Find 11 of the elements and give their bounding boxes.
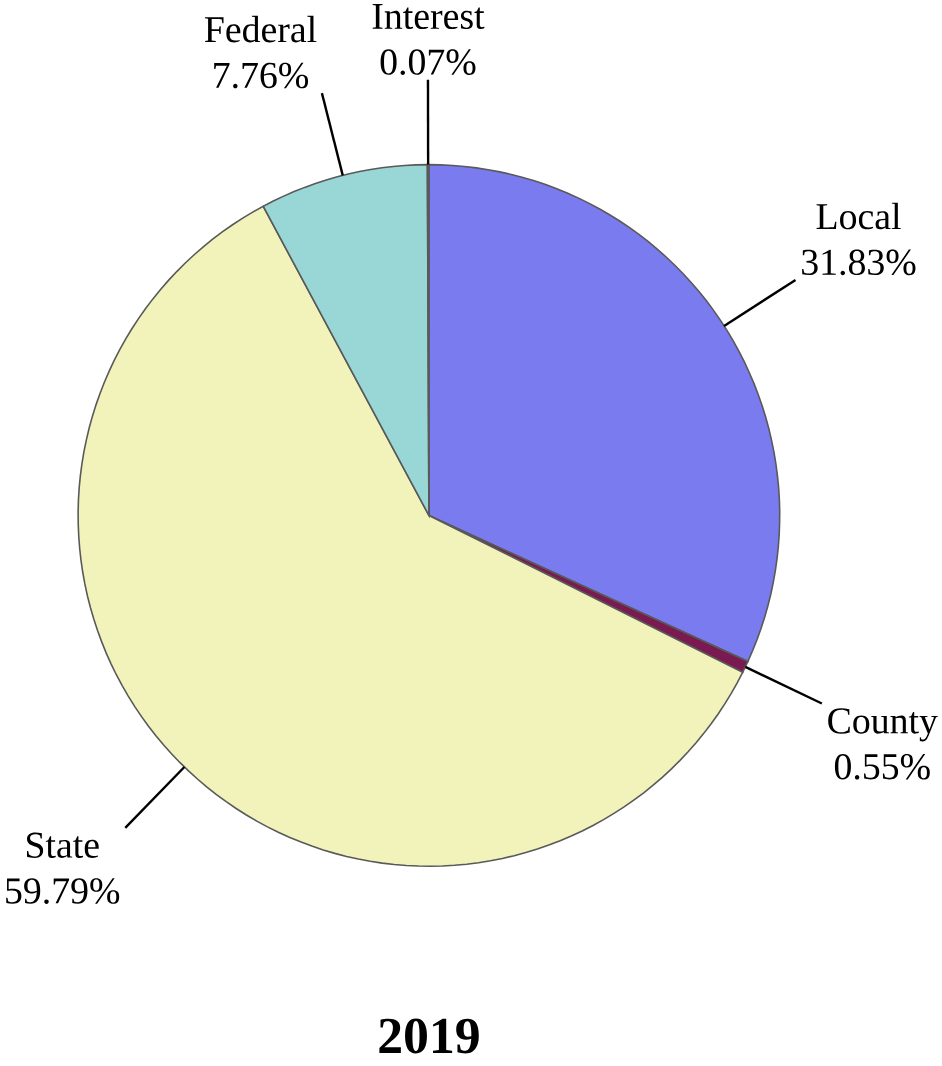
data-label: 0.07% (380, 49, 476, 76)
data-label: 7.76% (214, 62, 309, 89)
slice-label: Interest (372, 3, 485, 30)
data-label: 31.83% (802, 249, 916, 276)
slice-label: Federal (204, 15, 317, 43)
slice-label: State (27, 832, 99, 858)
slice-label: County (828, 708, 938, 742)
text: 2019 (379, 1018, 479, 1054)
data-label: 0.55% (834, 753, 930, 780)
data-label: 59.79% (6, 878, 120, 904)
slice-label: Local (816, 202, 901, 230)
